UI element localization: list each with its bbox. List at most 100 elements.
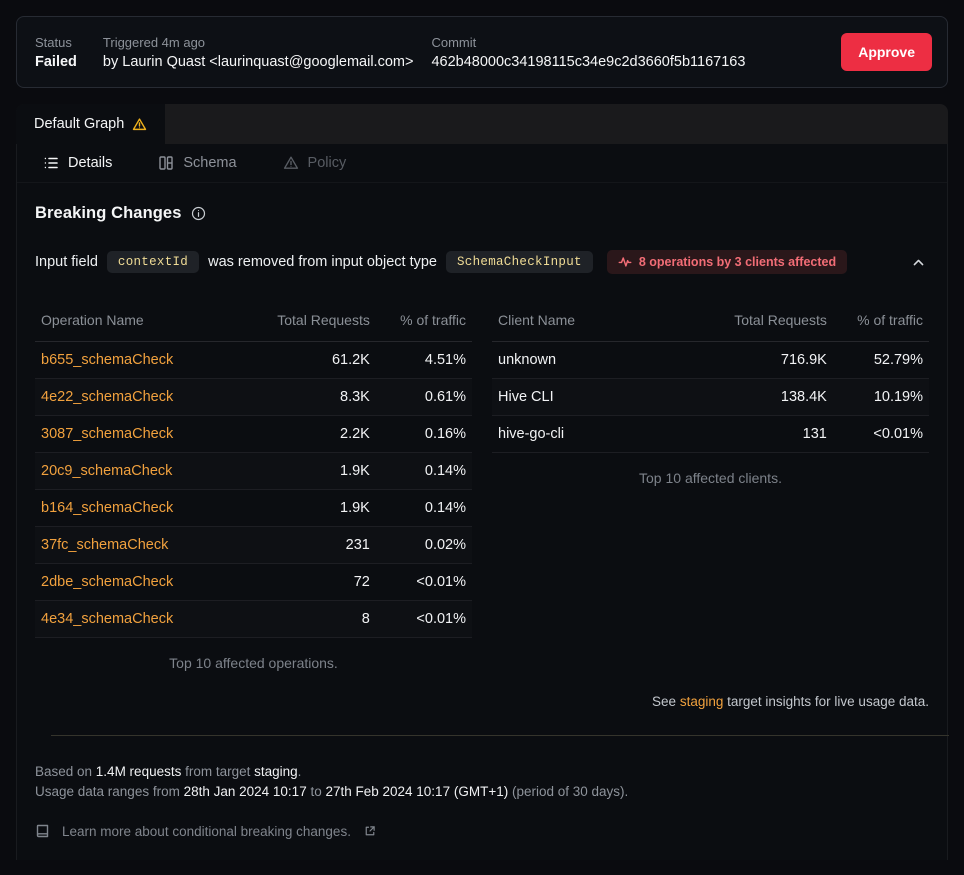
operation-name-cell: 3087_schemaCheck xyxy=(35,415,263,453)
total-requests-cell: 138.4K xyxy=(719,378,833,416)
triggered-author: by Laurin Quast <laurinquast@googlemail.… xyxy=(102,53,414,70)
traffic-cell: 0.61% xyxy=(375,378,472,416)
table-row: Hive CLI 138.4K 10.19% xyxy=(492,378,929,416)
operation-link[interactable]: 20c9_schemaCheck xyxy=(41,463,173,479)
table-row: 37fc_schemaCheck 231 0.02% xyxy=(35,526,472,564)
table-row: 20c9_schemaCheck 1.9K 0.14% xyxy=(35,452,472,490)
traffic-cell: 0.14% xyxy=(375,489,472,527)
change-middle: was removed from input object type xyxy=(208,254,437,270)
affected-badge-label: 8 operations by 3 clients affected xyxy=(638,255,837,269)
breaking-changes-heading: Breaking Changes xyxy=(35,204,929,223)
col-total-requests: Total Requests xyxy=(262,303,376,342)
footer-text-segment: (period of 30 days). xyxy=(508,784,629,799)
total-requests-cell: 2.2K xyxy=(262,415,376,453)
info-icon[interactable] xyxy=(191,206,206,221)
tab-schema[interactable]: Schema xyxy=(158,155,237,171)
total-requests-cell: 716.9K xyxy=(719,341,833,379)
approve-button[interactable]: Approve xyxy=(841,33,932,71)
total-requests-cell: 1.9K xyxy=(262,452,376,490)
total-requests-cell: 8 xyxy=(262,600,376,638)
details-content: Breaking Changes Input field contextId w… xyxy=(17,183,949,839)
book-icon xyxy=(35,823,51,839)
graph-tab-label: Default Graph xyxy=(34,116,125,132)
table-row: 4e34_schemaCheck 8 <0.01% xyxy=(35,600,472,638)
operation-name-cell: 37fc_schemaCheck xyxy=(35,526,263,564)
footer-text-segment: from target xyxy=(181,764,255,779)
client-name-cell: hive-go-cli xyxy=(492,415,720,453)
triggered-label: Triggered 4m ago xyxy=(102,34,206,50)
traffic-cell: 4.51% xyxy=(375,341,472,379)
operation-link[interactable]: 4e34_schemaCheck xyxy=(41,611,174,627)
operations-caption: Top 10 affected operations. xyxy=(169,655,338,671)
col-total-requests: Total Requests xyxy=(719,303,833,342)
footer-divider xyxy=(51,735,949,736)
operation-link[interactable]: b655_schemaCheck xyxy=(41,352,174,368)
learn-more-link[interactable]: Learn more about conditional breaking ch… xyxy=(35,823,929,839)
staging-target-link[interactable]: staging xyxy=(679,694,724,709)
col-traffic: % of traffic xyxy=(832,303,929,342)
footer-text-segment: . xyxy=(297,764,302,779)
tab-details[interactable]: Details xyxy=(43,155,112,171)
tab-schema-label: Schema xyxy=(183,155,237,171)
total-requests-cell: 72 xyxy=(262,563,376,601)
operations-table: Operation Name Total Requests % of traff… xyxy=(35,303,472,638)
pulse-icon xyxy=(618,255,632,269)
subtab-bar: Details Schema Policy xyxy=(17,144,947,183)
commit-label: Commit xyxy=(431,34,477,50)
operation-name-cell: 2dbe_schemaCheck xyxy=(35,563,263,601)
footer-highlight: staging xyxy=(254,764,298,779)
change-prefix: Input field xyxy=(35,254,98,270)
table-header-row: Operation Name Total Requests % of traff… xyxy=(35,303,472,342)
total-requests-cell: 131 xyxy=(719,415,833,453)
operation-link[interactable]: 3087_schemaCheck xyxy=(41,426,174,442)
operation-name-cell: 4e22_schemaCheck xyxy=(35,378,263,416)
operation-name-cell: b164_schemaCheck xyxy=(35,489,263,527)
collapse-chevron-up-icon[interactable] xyxy=(908,252,929,273)
col-operation-name: Operation Name xyxy=(35,303,263,342)
table-row: b655_schemaCheck 61.2K 4.51% xyxy=(35,341,472,379)
operation-link[interactable]: 4e22_schemaCheck xyxy=(41,389,174,405)
table-row: 4e22_schemaCheck 8.3K 0.61% xyxy=(35,378,472,416)
traffic-cell: 0.14% xyxy=(375,452,472,490)
usage-summary-line1: Based on 1.4M requests from target stagi… xyxy=(35,762,929,782)
field-code-chip: contextId xyxy=(106,251,200,273)
footer-highlight: 1.4M requests xyxy=(95,764,182,779)
operation-name-cell: 4e34_schemaCheck xyxy=(35,600,263,638)
traffic-cell: 0.16% xyxy=(375,415,472,453)
clients-table: Client Name Total Requests % of traffic … xyxy=(492,303,929,453)
graph-tab-strip: Default Graph xyxy=(16,104,948,144)
tab-policy[interactable]: Policy xyxy=(283,155,346,171)
table-row: hive-go-cli 131 <0.01% xyxy=(492,415,929,453)
footer-text-segment: Usage data ranges from xyxy=(35,784,184,799)
warning-icon xyxy=(283,155,299,171)
tab-default-graph[interactable]: Default Graph xyxy=(16,104,166,144)
traffic-cell: <0.01% xyxy=(832,415,929,453)
learn-more-label: Learn more about conditional breaking ch… xyxy=(62,823,351,839)
commit-column: Commit 462b48000c34198115c34e9c2d3660f5b… xyxy=(431,35,745,70)
client-name-cell: unknown xyxy=(492,341,720,379)
operation-link[interactable]: b164_schemaCheck xyxy=(41,500,174,516)
col-traffic: % of traffic xyxy=(375,303,472,342)
usage-summary: Based on 1.4M requests from target stagi… xyxy=(35,762,929,802)
external-link-icon xyxy=(364,825,376,837)
footer-highlight: 27th Feb 2024 10:17 (GMT+1) xyxy=(325,784,509,799)
insights-note-suffix: target insights for live usage data. xyxy=(723,694,929,709)
operations-table-block: Operation Name Total Requests % of traff… xyxy=(35,303,472,679)
table-row: b164_schemaCheck 1.9K 0.14% xyxy=(35,489,472,527)
affected-operations-badge: 8 operations by 3 clients affected xyxy=(606,250,848,274)
operation-link[interactable]: 2dbe_schemaCheck xyxy=(41,574,174,590)
check-details-panel: Details Schema Policy xyxy=(16,144,949,860)
operation-link[interactable]: 37fc_schemaCheck xyxy=(41,537,169,553)
operation-name-cell: 20c9_schemaCheck xyxy=(35,452,263,490)
footer-text-segment: Based on xyxy=(35,764,96,779)
status-value: Failed xyxy=(35,53,77,70)
table-row: 2dbe_schemaCheck 72 <0.01% xyxy=(35,563,472,601)
usage-summary-line2: Usage data ranges from 28th Jan 2024 10:… xyxy=(35,782,929,802)
traffic-cell: 52.79% xyxy=(832,341,929,379)
status-label: Status xyxy=(35,34,72,50)
insights-note-prefix: See xyxy=(652,694,680,709)
traffic-cell: <0.01% xyxy=(375,563,472,601)
footer-text-segment: to xyxy=(306,784,326,799)
status-card: Status Failed Triggered 4m ago by Laurin… xyxy=(16,16,948,88)
section-title: Breaking Changes xyxy=(35,204,182,222)
